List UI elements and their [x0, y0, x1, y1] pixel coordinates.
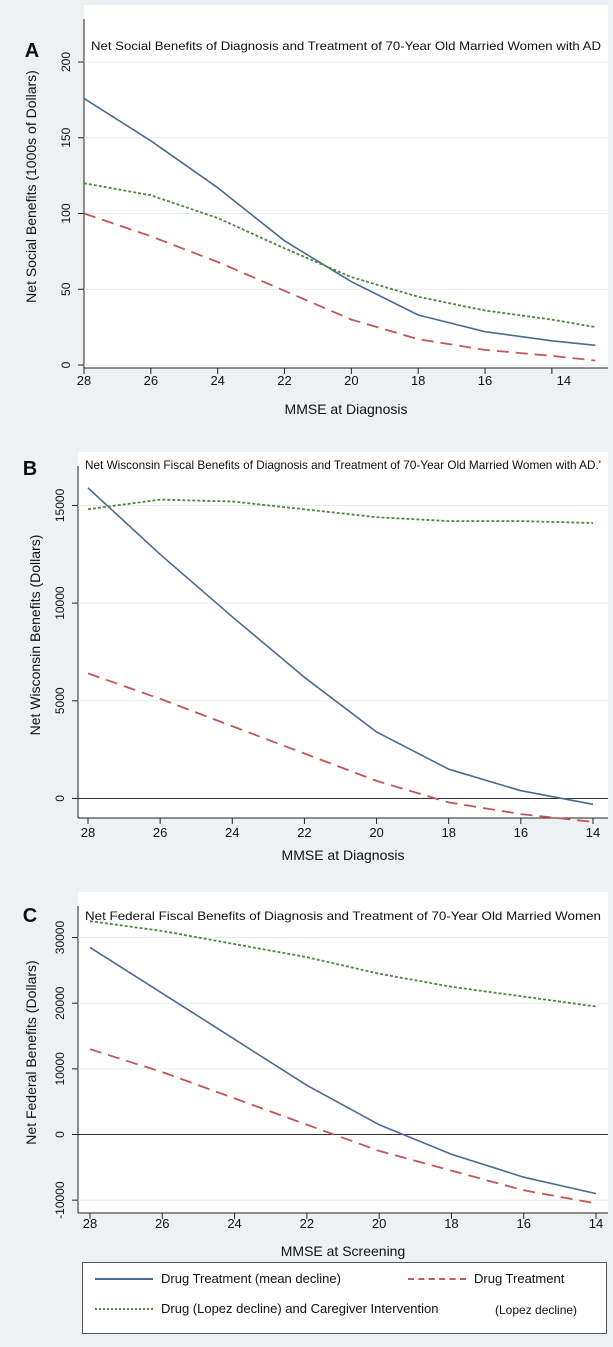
legend-swatch-lopez	[95, 1307, 153, 1310]
panel-a-x-tick-label: 24	[210, 373, 224, 388]
panel-b-x-tick-label: 18	[441, 825, 455, 840]
panel-b-x-tick-label: 20	[369, 825, 383, 840]
panel-a-x-tick-label: 20	[344, 373, 358, 388]
panel-c-y-tick-label: 30000	[53, 921, 67, 955]
legend-note: (Lopez decline)	[495, 1303, 578, 1317]
panel-a-y-tick-label: 0	[59, 361, 73, 368]
panel-c-y-tick-label: 10000	[53, 1052, 67, 1086]
legend-label-mean: Drug Treatment (mean decline)	[161, 1271, 341, 1286]
panel-c-y-tick-label: -10000	[53, 1181, 67, 1219]
panel-c-letter: C	[23, 905, 37, 927]
panel-a-x-label: MMSE at Diagnosis	[285, 401, 408, 417]
panel-a-x-tick-label: 26	[144, 373, 158, 388]
panel-b-y-tick-label: 15000	[53, 488, 67, 522]
panel-a-title: Net Social Benefits of Diagnosis and Tre…	[91, 39, 601, 53]
panel-b-y-label: Net Wisconsin Benefits (Dollars)	[27, 535, 43, 736]
panel-b-plot-area	[78, 452, 608, 818]
panel-a-x-tick-label: 28	[77, 373, 91, 388]
panel-c-series-drug	[89, 1048, 597, 1205]
panel-a-y-tick-label: 150	[59, 127, 73, 147]
panel-c-series-lopez	[89, 920, 597, 1008]
panel-b-series-lopez	[87, 498, 594, 524]
panel-b-x-label: MMSE at Diagnosis	[282, 847, 405, 863]
panel-c-x-tick-label: 20	[372, 1216, 386, 1231]
legend-label-lopez: Drug (Lopez decline) and Caregiver Inter…	[161, 1301, 439, 1316]
panel-a-x-tick-label: 22	[277, 373, 291, 388]
panel-b-x-tick-label: 24	[225, 825, 239, 840]
panel-a-y-tick-label: 200	[59, 52, 73, 72]
legend-entry-mean: Drug Treatment (mean decline)	[95, 1271, 341, 1286]
panel-c-y-tick-label: 0	[53, 1131, 67, 1138]
panel-a-x-tick-label: 18	[411, 373, 425, 388]
panel-b-series-mean	[87, 487, 594, 806]
panel-a-y-tick-label: 100	[59, 203, 73, 223]
panel-b-x-tick-label: 22	[297, 825, 311, 840]
panel-b-series-drug	[87, 672, 594, 823]
panel-c-x-tick-label: 26	[155, 1216, 169, 1231]
panel-c-series-mean	[89, 946, 597, 1195]
panel-a-x-tick-label: 14	[557, 373, 571, 388]
panel-b-letter: B	[23, 458, 37, 480]
panel-b-x-tick-label: 16	[514, 825, 528, 840]
legend-swatch-drug	[408, 1277, 466, 1280]
panel-c-x-tick-label: 16	[516, 1216, 530, 1231]
panel-b-x-tick-label: 28	[81, 825, 95, 840]
panel-a-x-tick-label: 16	[478, 373, 492, 388]
panel-c-x-label: MMSE at Screening	[281, 1243, 406, 1259]
panel-c-x-tick-label: 22	[300, 1216, 314, 1231]
panel-a-plot-area	[84, 5, 608, 368]
panel-b-y-tick-label: 0	[53, 795, 67, 802]
panel-a-series-lopez	[83, 182, 596, 328]
panel-a-series-drug	[83, 212, 596, 362]
panel-b-y-tick-label: 5000	[53, 687, 67, 714]
panel-c-title: Net Federal Fiscal Benefits of Diagnosis…	[85, 909, 601, 923]
legend-entry-lopez: Drug (Lopez decline) and Caregiver Inter…	[95, 1301, 439, 1316]
panel-c-plot-area	[78, 892, 608, 1213]
panel-b-title: Net Wisconsin Fiscal Benefits of Diagnos…	[85, 458, 601, 472]
legend-swatch-mean	[95, 1277, 153, 1280]
panel-a-series-mean	[83, 97, 596, 347]
panel-b-x-tick-label: 26	[153, 825, 167, 840]
legend-label-drug: Drug Treatment	[474, 1271, 565, 1286]
panel-b-x-tick-label: 14	[586, 825, 600, 840]
panel-a-letter: A	[25, 40, 39, 62]
panel-c-x-tick-label: 14	[589, 1216, 603, 1231]
panel-c-x-tick-label: 24	[227, 1216, 241, 1231]
panel-b-y-tick-label: 10000	[53, 586, 67, 620]
panel-a-y-tick-label: 50	[59, 282, 73, 296]
panel-c-y-tick-label: 20000	[53, 986, 67, 1020]
legend-entry-drug: Drug Treatment	[408, 1271, 564, 1286]
panel-a-y-label: Net Social Benefits (1000s of Dollars)	[23, 70, 39, 303]
panel-c-y-label: Net Federal Benefits (Dollars)	[23, 960, 39, 1144]
panel-c-x-tick-label: 18	[444, 1216, 458, 1231]
legend: Drug Treatment (mean decline) Drug Treat…	[82, 1262, 607, 1334]
panel-c-x-tick-label: 28	[83, 1216, 97, 1231]
